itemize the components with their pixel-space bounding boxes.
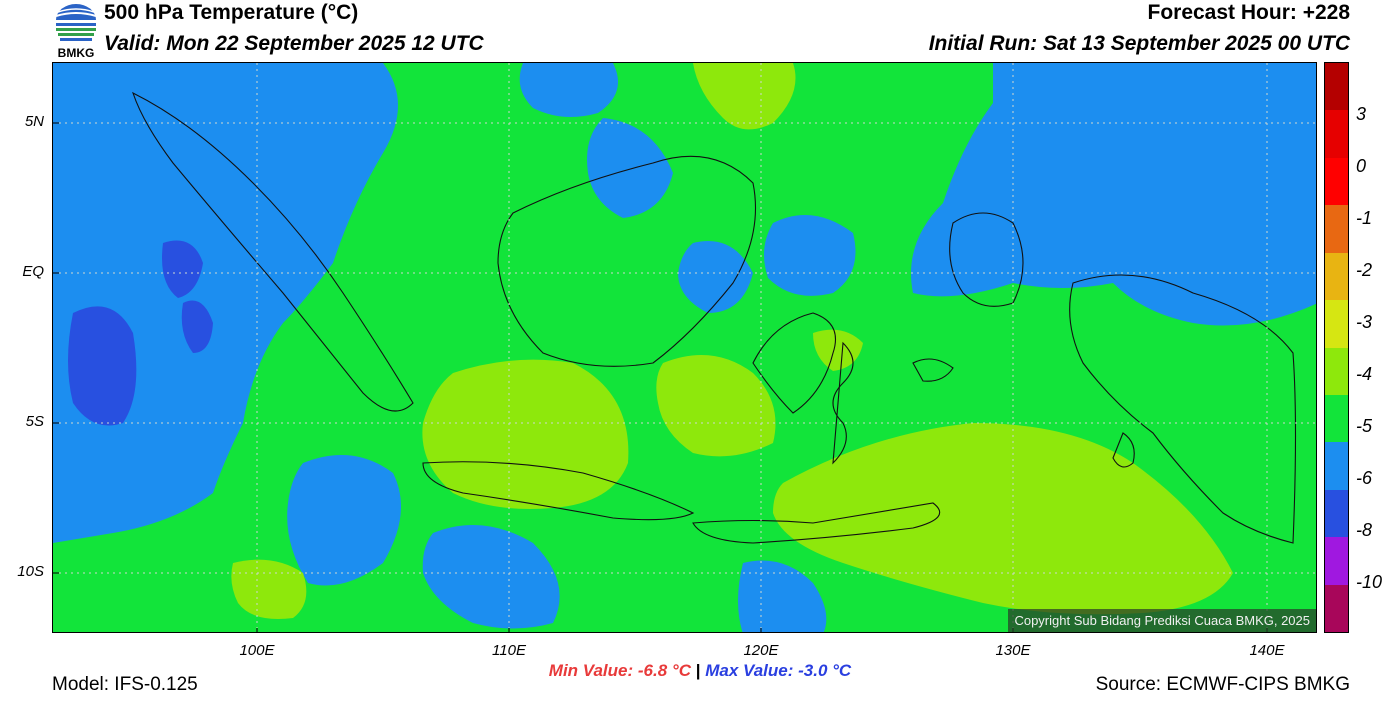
colorbar-segment: [1325, 584, 1348, 633]
logo-text: BMKG: [58, 46, 95, 60]
colorbar-segment: [1325, 205, 1348, 253]
min-max-separator: |: [695, 661, 701, 680]
colorbar-label: -1: [1356, 208, 1373, 228]
lat-label-5n: 5N: [24, 113, 44, 130]
colorbar-segment: [1325, 157, 1348, 206]
lon-label-120e: 120E: [743, 642, 779, 659]
colorbar-label: -8: [1356, 520, 1373, 540]
temperature-map: Copyright Sub Bidang Prediksi Cuaca BMKG…: [52, 62, 1317, 633]
colorbar-segment: [1325, 110, 1348, 158]
graticule: [53, 63, 1316, 632]
lon-label-140e: 140E: [1249, 642, 1285, 659]
cold-regions: [53, 63, 1316, 632]
copyright-notice: Copyright Sub Bidang Prediksi Cuaca BMKG…: [1008, 609, 1316, 632]
colorbar-segment: [1325, 63, 1348, 111]
initial-run: Initial Run: Sat 13 September 2025 00 UT…: [928, 32, 1350, 55]
colorbar-label: -5: [1356, 416, 1373, 436]
colorbar-segment: [1325, 489, 1348, 538]
forecast-hour: Forecast Hour: +228: [1147, 1, 1351, 24]
colorbar-segment: [1325, 537, 1348, 585]
lon-label-130e: 130E: [995, 642, 1031, 659]
min-max-summary: Min Value: -6.8 °C | Max Value: -3.0 °C: [0, 661, 1400, 681]
lat-label-5s: 5S: [25, 413, 44, 430]
chart-title: 500 hPa Temperature (°C): [104, 1, 359, 24]
warm-regions: [231, 63, 1233, 619]
colorbar-segment: [1325, 252, 1348, 301]
bmkg-logo: BMKG: [52, 2, 100, 60]
lon-label-100e: 100E: [239, 642, 275, 659]
lon-label-110e: 110E: [492, 642, 526, 659]
colorbar: [1324, 62, 1349, 633]
colorbar-segment: [1325, 442, 1348, 490]
colorbar-label: -2: [1356, 260, 1373, 280]
min-value: Min Value: -6.8 °C: [548, 661, 691, 680]
colorbar-label: 3: [1356, 104, 1367, 124]
colorbar-label: 0: [1356, 156, 1367, 176]
max-value: Max Value: -3.0 °C: [705, 661, 852, 680]
valid-time: Valid: Mon 22 September 2025 12 UTC: [104, 32, 484, 55]
coastlines: [132, 91, 1297, 544]
colorbar-label: -4: [1356, 364, 1373, 384]
lat-label-10s: 10S: [17, 563, 44, 580]
model-label: Model: IFS-0.125: [52, 674, 198, 695]
colorbar-segment: [1325, 300, 1348, 348]
source-label: Source: ECMWF-CIPS BMKG: [1095, 674, 1350, 695]
colorbar-label: -3: [1356, 312, 1373, 332]
lat-label-eq: EQ: [22, 263, 44, 280]
colorbar-segment: [1325, 347, 1348, 395]
colorbar-segment: [1325, 394, 1348, 443]
colorbar-label: -6: [1356, 468, 1373, 488]
coldest-regions: [68, 240, 213, 426]
colorbar-label: -10: [1356, 572, 1383, 592]
